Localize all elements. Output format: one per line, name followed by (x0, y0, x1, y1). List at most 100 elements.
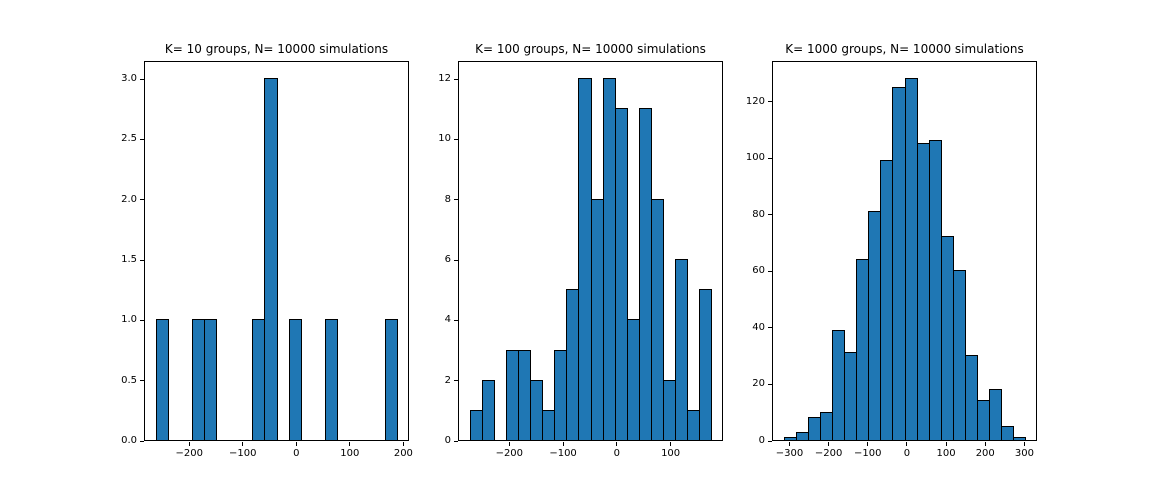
histogram-bar (796, 432, 809, 441)
axes-frame (458, 61, 723, 441)
y-tick-mark (768, 440, 772, 442)
x-tick-mark (867, 442, 869, 446)
y-tick-mark (140, 380, 144, 382)
x-tick-mark (984, 442, 986, 446)
y-tick-label: 6 (444, 254, 451, 266)
y-tick-mark (454, 440, 458, 442)
y-tick-mark (768, 157, 772, 159)
histogram-bar (917, 143, 930, 441)
histogram-bar (264, 78, 278, 441)
x-tick-mark (906, 442, 908, 446)
x-tick-label: −200 (175, 448, 203, 459)
y-tick-label: 1.5 (121, 254, 137, 266)
histogram-bar (965, 355, 978, 441)
y-tick-mark (454, 259, 458, 261)
histogram-bar (832, 330, 845, 441)
x-tick-label: 200 (393, 448, 413, 459)
histogram-bar (289, 319, 302, 441)
histogram-bar (566, 289, 579, 441)
y-tick-mark (768, 214, 772, 216)
histogram-bar (953, 270, 966, 441)
y-tick-mark (768, 383, 772, 385)
histogram-bar (663, 380, 676, 441)
histogram-bar (518, 350, 531, 441)
x-tick-mark (562, 442, 564, 446)
x-tick-mark (788, 442, 790, 446)
histogram-bar (470, 410, 483, 441)
histogram-bar (687, 410, 700, 441)
histogram-bar (385, 319, 398, 441)
y-tick-label: 2.5 (121, 133, 137, 145)
y-tick-label: 0.5 (121, 374, 137, 386)
histogram-bar (156, 319, 169, 441)
x-tick-label: 100 (661, 448, 681, 459)
histogram-bar (252, 319, 265, 441)
histogram-bar (1001, 426, 1014, 441)
x-tick-label: −200 (814, 448, 843, 459)
axes-frame (772, 61, 1037, 441)
histogram-bar (880, 160, 893, 441)
x-tick-label: −100 (854, 448, 882, 459)
x-tick-label: −100 (229, 448, 257, 459)
histogram-bar (325, 319, 338, 441)
x-tick-mark (616, 442, 618, 446)
histogram-bar (506, 350, 519, 441)
y-tick-label: 12 (438, 73, 451, 85)
y-tick-label: 80 (752, 208, 765, 220)
y-tick-mark (454, 319, 458, 321)
subplot-title: K= 100 groups, N= 10000 simulations (475, 42, 706, 56)
x-tick-mark (1023, 442, 1025, 446)
histogram-bar (989, 389, 1002, 441)
histogram-bar (820, 412, 833, 441)
subplot-title: K= 10 groups, N= 10000 simulations (164, 42, 389, 56)
axes-frame (144, 61, 409, 441)
y-tick-mark (140, 138, 144, 140)
y-tick-mark (454, 78, 458, 80)
y-tick-mark (140, 199, 144, 201)
histogram-axes-1 (458, 61, 723, 441)
histogram-axes-0 (144, 61, 409, 441)
y-tick-label: 1.0 (121, 314, 137, 326)
histogram-bar (530, 380, 543, 441)
histogram-bar (929, 140, 942, 441)
y-tick-mark (768, 270, 772, 272)
histogram-bar (204, 319, 217, 441)
y-tick-mark (140, 78, 144, 80)
histogram-bar (192, 319, 205, 441)
x-tick-label: 0 (613, 448, 621, 459)
histogram-bar (627, 319, 640, 441)
x-tick-mark (349, 442, 351, 446)
x-tick-mark (670, 442, 672, 446)
y-tick-mark (768, 101, 772, 103)
x-tick-mark (188, 442, 190, 446)
y-tick-mark (140, 440, 144, 442)
histogram-bar (699, 289, 712, 441)
histogram-bar (808, 417, 821, 441)
x-tick-label: 200 (975, 448, 995, 459)
x-tick-label: 0 (293, 448, 300, 459)
histogram-bar (856, 259, 869, 441)
histogram-bar (554, 350, 567, 441)
y-tick-label: 4 (444, 314, 451, 326)
histogram-bar (651, 199, 664, 441)
histogram-bar (578, 78, 592, 441)
histogram-bar (977, 400, 990, 441)
x-tick-label: −100 (549, 448, 577, 459)
x-tick-mark (508, 442, 510, 446)
histogram-bar (868, 211, 881, 441)
x-tick-mark (242, 442, 244, 446)
y-tick-label: 0 (444, 435, 451, 446)
x-tick-label: 100 (936, 448, 956, 459)
histogram-bar (844, 352, 857, 441)
subplot-title: K= 1000 groups, N= 10000 simulations (785, 42, 1024, 56)
x-tick-mark (295, 442, 297, 446)
y-tick-mark (454, 199, 458, 201)
histogram-bar (639, 108, 652, 441)
histogram-bar (892, 87, 906, 441)
y-tick-label: 2.0 (121, 193, 137, 205)
y-tick-label: 10 (438, 133, 451, 145)
histogram-bar (591, 199, 604, 441)
y-tick-label: 8 (444, 193, 451, 205)
x-tick-mark (828, 442, 830, 446)
